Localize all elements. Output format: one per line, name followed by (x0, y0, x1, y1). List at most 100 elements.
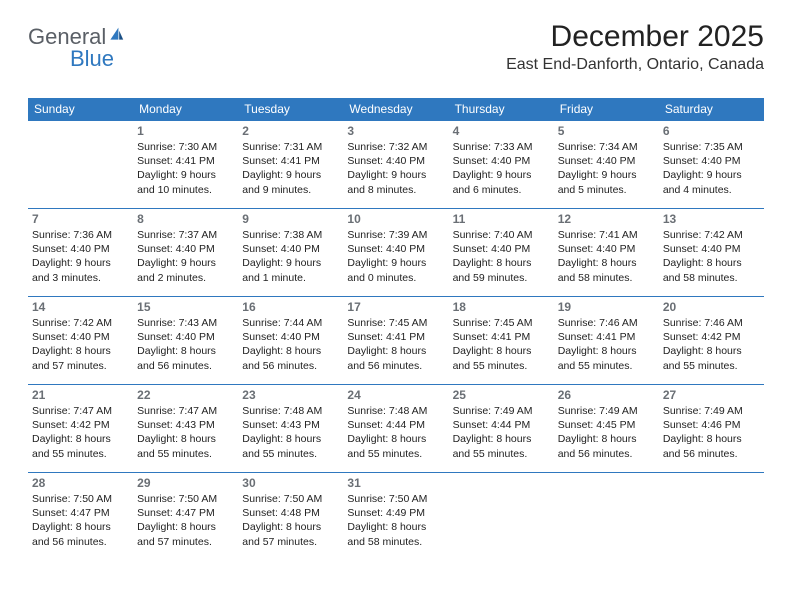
daylight-line: Daylight: 8 hours and 56 minutes. (663, 433, 742, 459)
sunset-line: Sunset: 4:42 PM (663, 331, 741, 343)
day-details: Sunrise: 7:46 AMSunset: 4:41 PMDaylight:… (558, 316, 655, 373)
calendar-day-cell: 6Sunrise: 7:35 AMSunset: 4:40 PMDaylight… (659, 121, 764, 209)
calendar-day-cell: 22Sunrise: 7:47 AMSunset: 4:43 PMDayligh… (133, 385, 238, 473)
daylight-line: Daylight: 8 hours and 55 minutes. (137, 433, 216, 459)
sunset-line: Sunset: 4:49 PM (347, 507, 425, 519)
sunset-line: Sunset: 4:40 PM (137, 243, 215, 255)
sunset-line: Sunset: 4:40 PM (242, 243, 320, 255)
day-number: 7 (32, 212, 129, 226)
weekday-header: Tuesday (238, 98, 343, 121)
calendar-table: Sunday Monday Tuesday Wednesday Thursday… (28, 98, 764, 561)
calendar-day-cell: 11Sunrise: 7:40 AMSunset: 4:40 PMDayligh… (449, 209, 554, 297)
sunrise-line: Sunrise: 7:46 AM (663, 317, 743, 329)
day-number: 18 (453, 300, 550, 314)
day-number: 29 (137, 476, 234, 490)
day-number: 19 (558, 300, 655, 314)
sunrise-line: Sunrise: 7:37 AM (137, 229, 217, 241)
calendar-day-cell: 23Sunrise: 7:48 AMSunset: 4:43 PMDayligh… (238, 385, 343, 473)
daylight-line: Daylight: 9 hours and 4 minutes. (663, 169, 742, 195)
sunset-line: Sunset: 4:40 PM (453, 155, 531, 167)
sunrise-line: Sunrise: 7:42 AM (663, 229, 743, 241)
daylight-line: Daylight: 9 hours and 0 minutes. (347, 257, 426, 283)
weekday-header: Saturday (659, 98, 764, 121)
calendar-day-cell: 16Sunrise: 7:44 AMSunset: 4:40 PMDayligh… (238, 297, 343, 385)
daylight-line: Daylight: 8 hours and 55 minutes. (347, 433, 426, 459)
day-number: 4 (453, 124, 550, 138)
calendar-week-row: 14Sunrise: 7:42 AMSunset: 4:40 PMDayligh… (28, 297, 764, 385)
sunset-line: Sunset: 4:40 PM (347, 155, 425, 167)
sunrise-line: Sunrise: 7:48 AM (347, 405, 427, 417)
calendar-day-cell: 30Sunrise: 7:50 AMSunset: 4:48 PMDayligh… (238, 473, 343, 561)
daylight-line: Daylight: 8 hours and 56 minutes. (242, 345, 321, 371)
sunrise-line: Sunrise: 7:49 AM (663, 405, 743, 417)
sunrise-line: Sunrise: 7:33 AM (453, 141, 533, 153)
sunrise-line: Sunrise: 7:34 AM (558, 141, 638, 153)
day-details: Sunrise: 7:49 AMSunset: 4:46 PMDaylight:… (663, 404, 760, 461)
day-details: Sunrise: 7:45 AMSunset: 4:41 PMDaylight:… (347, 316, 444, 373)
sunrise-line: Sunrise: 7:49 AM (558, 405, 638, 417)
day-details: Sunrise: 7:30 AMSunset: 4:41 PMDaylight:… (137, 140, 234, 197)
day-number: 20 (663, 300, 760, 314)
daylight-line: Daylight: 8 hours and 55 minutes. (663, 345, 742, 371)
day-details: Sunrise: 7:34 AMSunset: 4:40 PMDaylight:… (558, 140, 655, 197)
day-number: 11 (453, 212, 550, 226)
day-number: 26 (558, 388, 655, 402)
sunset-line: Sunset: 4:42 PM (32, 419, 110, 431)
daylight-line: Daylight: 8 hours and 58 minutes. (347, 521, 426, 547)
day-number: 31 (347, 476, 444, 490)
calendar-day-cell: 13Sunrise: 7:42 AMSunset: 4:40 PMDayligh… (659, 209, 764, 297)
day-details: Sunrise: 7:50 AMSunset: 4:49 PMDaylight:… (347, 492, 444, 549)
daylight-line: Daylight: 9 hours and 3 minutes. (32, 257, 111, 283)
daylight-line: Daylight: 9 hours and 10 minutes. (137, 169, 216, 195)
day-number: 21 (32, 388, 129, 402)
calendar-day-cell: 28Sunrise: 7:50 AMSunset: 4:47 PMDayligh… (28, 473, 133, 561)
weekday-header: Sunday (28, 98, 133, 121)
calendar-day-cell: 21Sunrise: 7:47 AMSunset: 4:42 PMDayligh… (28, 385, 133, 473)
brand-text-2: Blue (70, 46, 114, 71)
day-number: 16 (242, 300, 339, 314)
sunrise-line: Sunrise: 7:43 AM (137, 317, 217, 329)
calendar-day-cell: 31 Sunrise: 7:50 AMSunset: 4:49 PMDayligh… (343, 473, 448, 561)
daylight-line: Daylight: 8 hours and 57 minutes. (242, 521, 321, 547)
day-details: Sunrise: 7:38 AMSunset: 4:40 PMDaylight:… (242, 228, 339, 285)
day-number: 23 (242, 388, 339, 402)
daylight-line: Daylight: 8 hours and 56 minutes. (32, 521, 111, 547)
day-details: Sunrise: 7:42 AMSunset: 4:40 PMDaylight:… (32, 316, 129, 373)
sunrise-line: Sunrise: 7:48 AM (242, 405, 322, 417)
sunrise-line: Sunrise: 7:47 AM (137, 405, 217, 417)
calendar-day-cell: 26Sunrise: 7:49 AMSunset: 4:45 PMDayligh… (554, 385, 659, 473)
sunset-line: Sunset: 4:43 PM (137, 419, 215, 431)
daylight-line: Daylight: 9 hours and 1 minute. (242, 257, 321, 283)
calendar-body: 1Sunrise: 7:30 AMSunset: 4:41 PMDaylight… (28, 121, 764, 561)
sunrise-line: Sunrise: 7:50 AM (137, 493, 217, 505)
day-number: 8 (137, 212, 234, 226)
sunset-line: Sunset: 4:41 PM (347, 331, 425, 343)
sunset-line: Sunset: 4:47 PM (137, 507, 215, 519)
sunrise-line: Sunrise: 7:30 AM (137, 141, 217, 153)
day-number: 3 (347, 124, 444, 138)
sunset-line: Sunset: 4:40 PM (32, 331, 110, 343)
day-details: Sunrise: 7:42 AMSunset: 4:40 PMDaylight:… (663, 228, 760, 285)
calendar-week-row: 7Sunrise: 7:36 AMSunset: 4:40 PMDaylight… (28, 209, 764, 297)
calendar-day-cell: 19 Sunrise: 7:46 AMSunset: 4:41 PMDayligh… (554, 297, 659, 385)
weekday-header: Friday (554, 98, 659, 121)
sunset-line: Sunset: 4:44 PM (347, 419, 425, 431)
sunset-line: Sunset: 4:40 PM (663, 243, 741, 255)
sunrise-line: Sunrise: 7:36 AM (32, 229, 112, 241)
sunrise-line: Sunrise: 7:41 AM (558, 229, 638, 241)
calendar-day-cell: 9Sunrise: 7:38 AMSunset: 4:40 PMDaylight… (238, 209, 343, 297)
day-details: Sunrise: 7:48 AMSunset: 4:43 PMDaylight:… (242, 404, 339, 461)
brand-sail-icon (107, 26, 125, 42)
sunset-line: Sunset: 4:45 PM (558, 419, 636, 431)
sunset-line: Sunset: 4:43 PM (242, 419, 320, 431)
month-title: December 2025 (506, 20, 764, 54)
calendar-week-row: 21 Sunrise: 7:47 AM Sunset: 4:42 PM Dayligh… (28, 385, 764, 473)
weekday-header: Monday (133, 98, 238, 121)
day-details: Sunrise: 7:47 AM Sunset: 4:43 PM Daylight:… (137, 404, 234, 461)
calendar-day-cell: 7 Sunrise: 7:36 AMSunset: 4:40 PMDaylight… (28, 209, 133, 297)
calendar-day-cell: 17Sunrise: 7:45 AMSunset: 4:41 PMDayligh… (343, 297, 448, 385)
calendar-day-cell: 4Sunrise: 7:33 AMSunset: 4:40 PMDaylight… (449, 121, 554, 209)
daylight-line: Daylight: 8 hours and 56 minutes. (137, 345, 216, 371)
day-details: Sunrise: 7:36 AMSunset: 4:40 PMDaylight:… (32, 228, 129, 285)
sunset-line: Sunset: 4:48 PM (242, 507, 320, 519)
